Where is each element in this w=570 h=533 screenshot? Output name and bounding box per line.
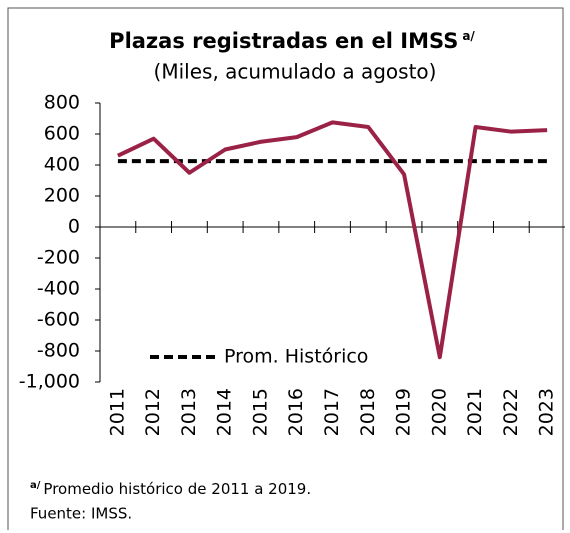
y-tick-label: 0 (68, 216, 80, 238)
x-tick-label: 2016 (285, 388, 307, 436)
x-tick-label: 2023 (536, 388, 558, 436)
legend-label: Prom. Histórico (224, 346, 368, 368)
chart-title: Plazas registradas en el IMSS a/ (109, 29, 475, 54)
footnote-marker: a/ (30, 480, 41, 491)
x-tick-label: 2014 (214, 388, 236, 436)
title-note: a/ (462, 29, 475, 43)
x-tick-label: 2012 (142, 388, 164, 436)
y-tick-label: -600 (37, 309, 80, 331)
x-tick-label: 2011 (106, 388, 128, 436)
x-tick-label: 2018 (357, 388, 379, 436)
title-text: Plazas registradas en el IMSS (109, 29, 458, 53)
y-tick-label: 800 (44, 92, 80, 114)
y-tick-label: -1,000 (19, 371, 80, 393)
y-tick-label: 200 (44, 185, 80, 207)
x-tick-label: 2021 (464, 388, 486, 436)
source: Fuente: IMSS. (30, 505, 132, 523)
footnote: a/Promedio histórico de 2011 a 2019. (30, 480, 311, 498)
footnote-text: Promedio histórico de 2011 a 2019. (43, 480, 311, 498)
x-tick-label: 2019 (393, 388, 415, 436)
x-tick-label: 2015 (249, 388, 271, 436)
y-tick-label: -200 (37, 247, 80, 269)
x-tick-label: 2013 (178, 388, 200, 436)
y-tick-label: 400 (44, 154, 80, 176)
chart-subtitle: (Miles, acumulado a agosto) (154, 60, 437, 84)
y-tick-label: -400 (37, 278, 80, 300)
x-tick-label: 2017 (321, 388, 343, 436)
x-tick-label: 2020 (428, 388, 450, 436)
frame (7, 7, 564, 530)
x-tick-label: 2022 (500, 388, 522, 436)
y-tick-label: -800 (37, 340, 80, 362)
y-tick-label: 600 (44, 123, 80, 145)
line (117, 120, 548, 360)
